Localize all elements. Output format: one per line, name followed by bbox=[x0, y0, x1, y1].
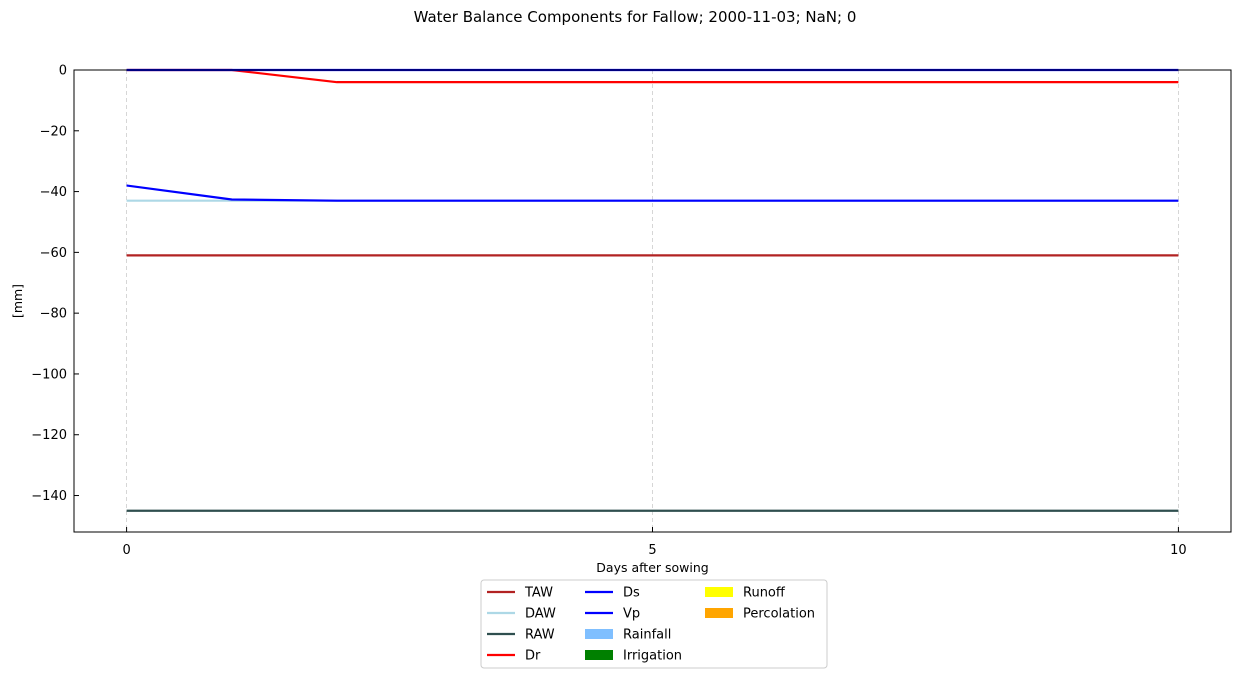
legend-label: TAW bbox=[524, 586, 553, 601]
x-tick-label: 10 bbox=[1170, 543, 1187, 558]
legend-label: Irrigation bbox=[623, 649, 682, 664]
legend-label: RAW bbox=[525, 628, 555, 643]
legend-swatch bbox=[585, 650, 613, 660]
y-tick-label: −120 bbox=[31, 428, 67, 443]
legend: TAW DAW RAW Dr Ds Vp Rainfall Irrigation Runoff P… bbox=[480, 579, 828, 669]
y-tick-label: −60 bbox=[40, 246, 67, 261]
y-axis-label: [mm] bbox=[10, 284, 25, 318]
legend-swatch bbox=[585, 629, 613, 639]
legend-item-percolation: Percolation bbox=[705, 607, 815, 622]
legend-label: Rainfall bbox=[623, 628, 671, 643]
legend-label: Ds bbox=[623, 586, 640, 601]
legend-label: Runoff bbox=[743, 586, 786, 601]
legend-label: Percolation bbox=[743, 607, 815, 622]
legend-item-ds: Ds bbox=[585, 586, 640, 601]
x-axis-label: Days after sowing bbox=[596, 560, 708, 575]
legend-item-raw: RAW bbox=[487, 628, 555, 643]
x-tick-label: 5 bbox=[648, 543, 656, 558]
legend-item-dr: Dr bbox=[487, 649, 541, 664]
chart-title: Water Balance Components for Fallow; 200… bbox=[414, 8, 857, 26]
series-line-ds bbox=[126, 184, 1179, 202]
legend-item-vp: Vp bbox=[585, 607, 640, 622]
legend-item-rainfall: Rainfall bbox=[585, 628, 671, 643]
y-tick-label: −80 bbox=[40, 307, 67, 322]
legend-item-irrigation: Irrigation bbox=[585, 649, 682, 664]
legend-label: Dr bbox=[525, 649, 541, 664]
grid-lines bbox=[126, 70, 1179, 532]
y-tick-label: −140 bbox=[31, 489, 67, 504]
legend-label: Vp bbox=[623, 607, 640, 622]
y-tick-label: −100 bbox=[31, 367, 67, 382]
legend-item-taw: TAW bbox=[487, 586, 553, 601]
legend-label: DAW bbox=[525, 607, 556, 622]
legend-item-runoff: Runoff bbox=[705, 586, 786, 601]
x-axis: 0 5 10 bbox=[122, 527, 1187, 558]
y-tick-label: −40 bbox=[40, 185, 67, 200]
legend-item-daw: DAW bbox=[487, 607, 556, 622]
y-axis: 0 −20 −40 −60 −80 −100 −120 −140 bbox=[31, 64, 79, 504]
series-line-dr bbox=[126, 68, 1179, 84]
legend-box bbox=[480, 579, 828, 669]
y-tick-label: 0 bbox=[59, 64, 67, 79]
legend-swatch bbox=[705, 608, 733, 618]
legend-swatch bbox=[705, 587, 733, 597]
x-tick-label: 0 bbox=[122, 543, 130, 558]
y-tick-label: −20 bbox=[40, 124, 67, 139]
